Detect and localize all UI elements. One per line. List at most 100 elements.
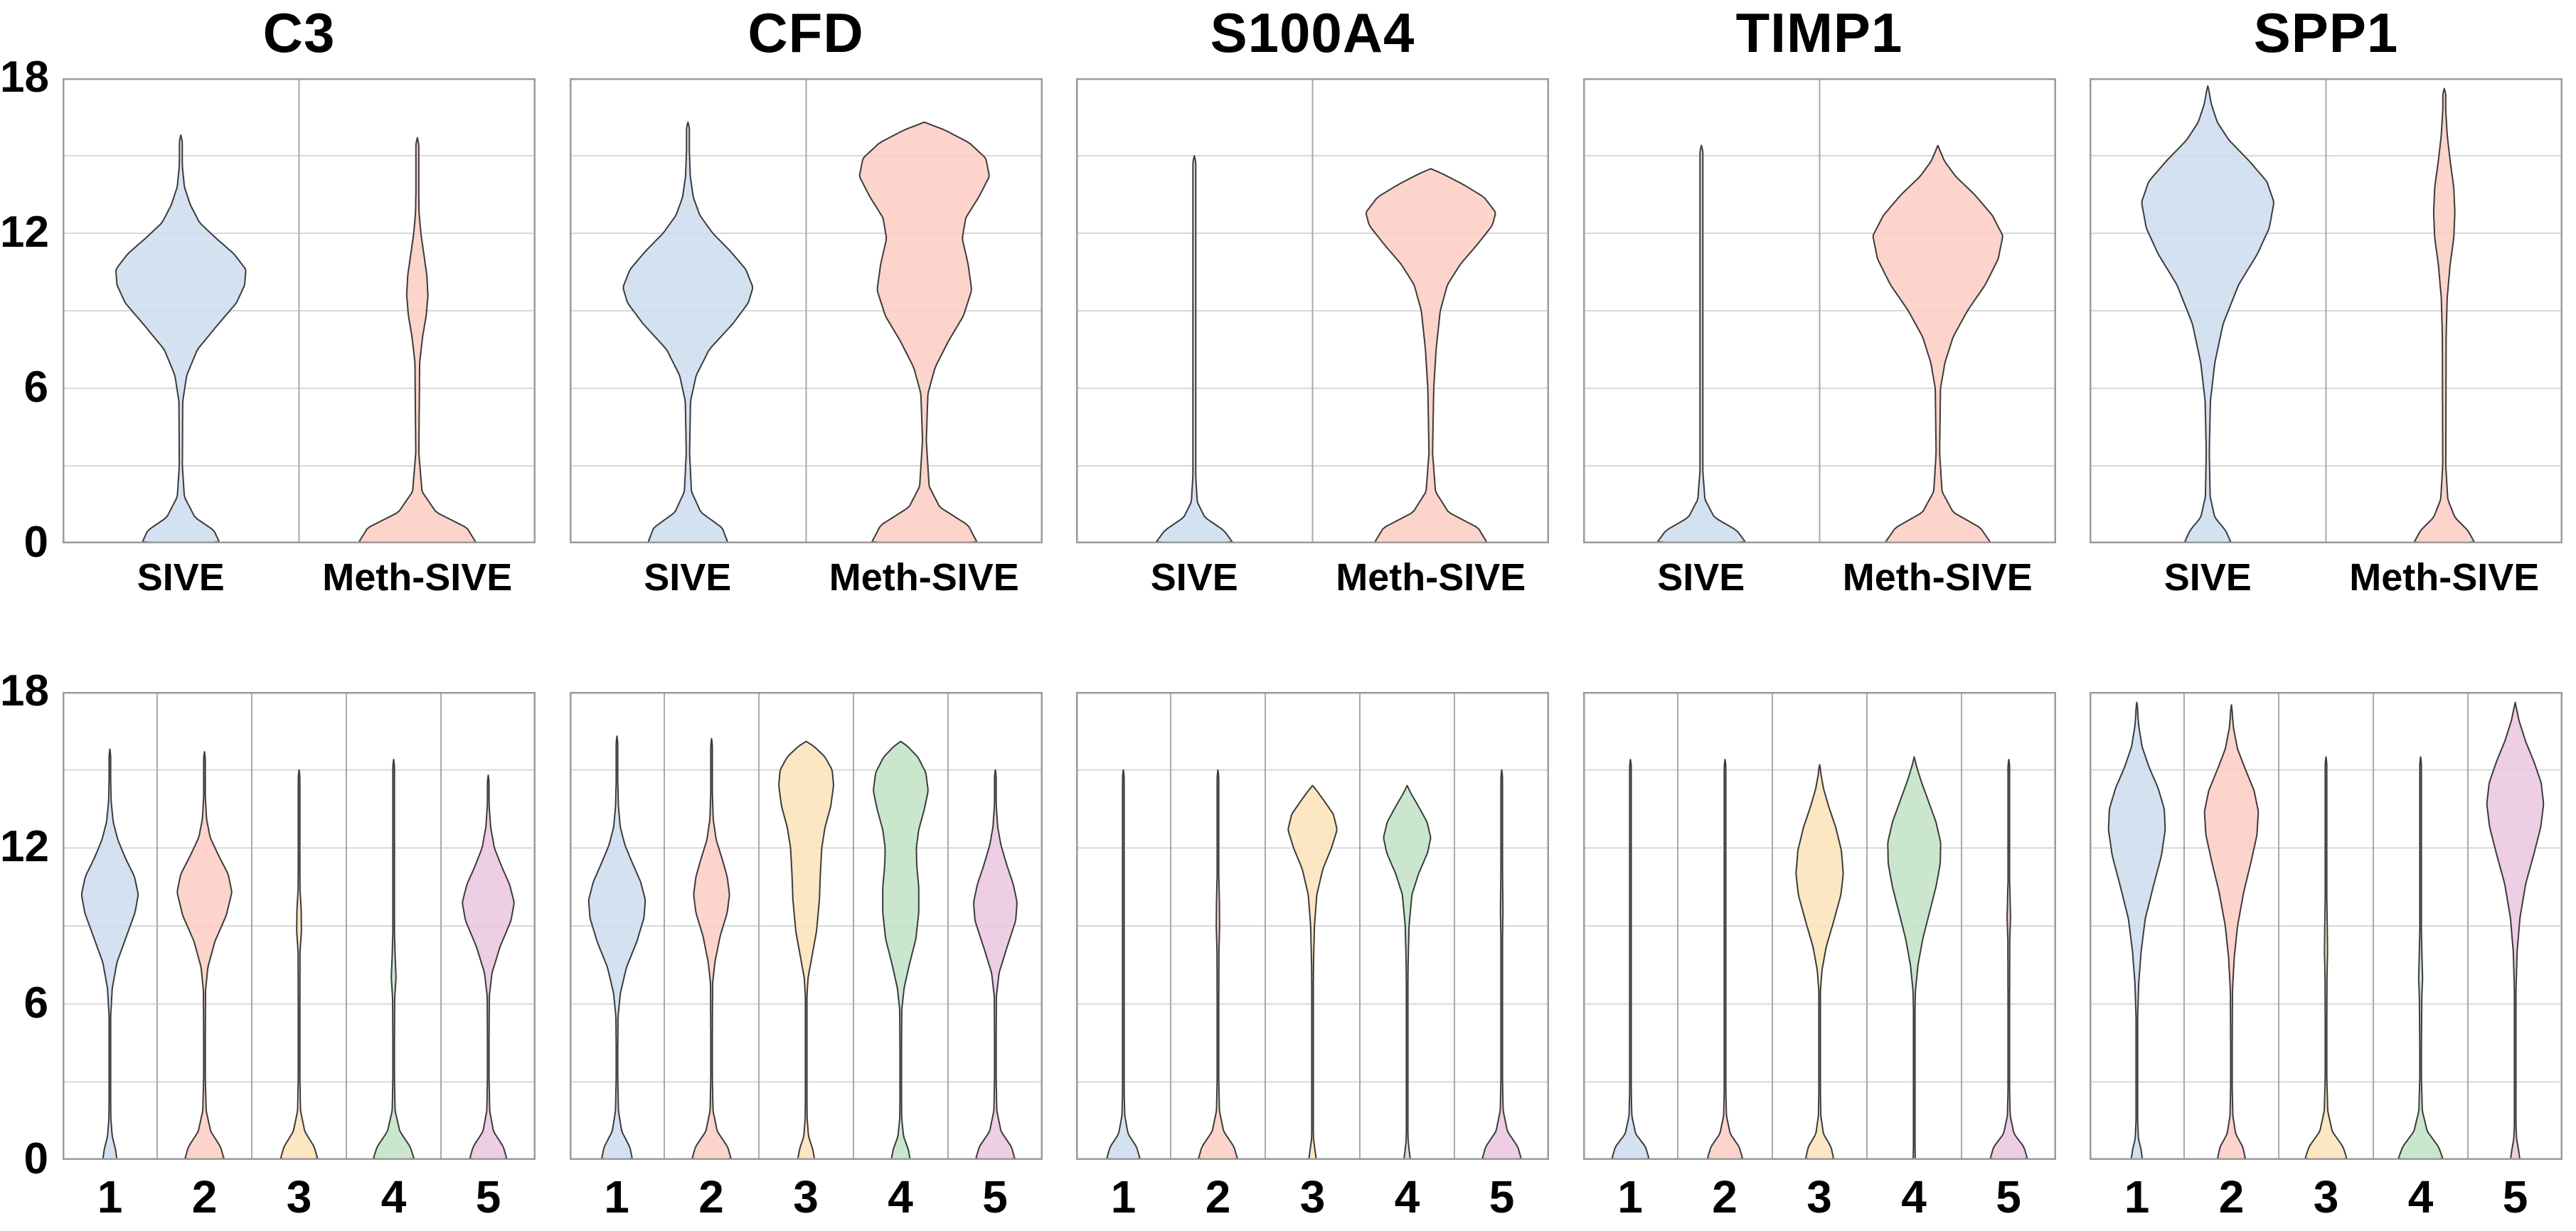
gene-title-spp1: SPP1 [2253, 1, 2399, 64]
x-label-sive: SIVE [1150, 556, 1238, 599]
x-label-cluster-3: 3 [1806, 1171, 1832, 1222]
panel-border [1582, 692, 2056, 1160]
x-label-cluster-2: 2 [191, 1171, 218, 1222]
x-label-cluster-2: 2 [2218, 1171, 2245, 1222]
violin-c3-3 [280, 769, 319, 1160]
panel-border [1076, 78, 1549, 543]
violin-cfd-3 [777, 740, 834, 1160]
panel-spp1-top [2090, 78, 2562, 543]
violin-s100a4-5 [1481, 769, 1522, 1160]
y-tick-6-bottom: 6 [23, 978, 48, 1028]
x-label-cluster-3: 3 [286, 1171, 312, 1222]
x-label-cluster-1: 1 [1110, 1171, 1137, 1222]
y-tick-0-top: 0 [23, 518, 48, 567]
violin-cfd-4 [872, 740, 929, 1160]
violin-spp1-5 [2486, 701, 2545, 1160]
violin-spp1-sive [2141, 85, 2274, 543]
violin-c3-meth-sive [358, 137, 477, 543]
gene-title-c3: C3 [262, 1, 336, 64]
x-label-cluster-5: 5 [1996, 1171, 2021, 1222]
x-label-cluster-3: 3 [2313, 1171, 2339, 1222]
violin-cfd-meth-sive [858, 121, 990, 543]
x-label-cluster-3: 3 [1299, 1171, 1326, 1222]
panel-border [569, 692, 1043, 1160]
x-label-cluster-1: 1 [604, 1171, 629, 1222]
x-label-cluster-5: 5 [2502, 1171, 2528, 1222]
y-tick-0-bottom: 0 [23, 1134, 48, 1183]
violin-spp1-2 [2203, 704, 2260, 1160]
violin-cfd-2 [691, 737, 732, 1160]
violin-timp1-1 [1611, 759, 1649, 1160]
gene-title-timp1: TIMP1 [1735, 1, 1903, 64]
x-label-sive: SIVE [644, 556, 732, 599]
violin-c3-sive [115, 134, 247, 543]
panel-c3-bottom [63, 692, 536, 1160]
violin-timp1-sive [1656, 144, 1746, 543]
y-tick-12-top: 12 [0, 208, 49, 257]
panel-border [2090, 78, 2562, 543]
x-label-cluster-2: 2 [1205, 1171, 1231, 1222]
x-label-meth-sive: Meth-SIVE [1336, 556, 1526, 599]
violin-s100a4-4 [1383, 784, 1432, 1160]
panel-s100a4-top [1076, 78, 1549, 543]
violin-c3-1 [81, 748, 139, 1160]
violin-s100a4-2 [1198, 769, 1238, 1160]
panel-timp1-bottom [1582, 692, 2056, 1160]
violin-timp1-5 [1989, 759, 2028, 1160]
violin-cfd-sive [622, 121, 753, 543]
violin-spp1-4 [2397, 756, 2444, 1160]
violin-s100a4-1 [1106, 769, 1141, 1160]
y-tick-18-top: 18 [0, 53, 49, 102]
panel-border [1582, 78, 2056, 543]
violin-s100a4-3 [1287, 784, 1338, 1160]
x-label-meth-sive: Meth-SIVE [829, 556, 1019, 599]
violin-s100a4-meth-sive [1365, 168, 1496, 543]
gene-title-s100a4: S100A4 [1210, 1, 1415, 64]
panel-cfd-top [569, 78, 1043, 543]
violin-cfd-5 [972, 769, 1018, 1160]
violin-timp1-3 [1794, 764, 1844, 1160]
x-label-meth-sive: Meth-SIVE [1842, 556, 2033, 599]
panel-s100a4-bottom [1076, 692, 1549, 1160]
x-label-cluster-4: 4 [1394, 1171, 1420, 1222]
x-label-cluster-5: 5 [475, 1171, 501, 1222]
y-tick-18-bottom: 18 [0, 666, 49, 715]
violin-c3-2 [176, 751, 233, 1160]
panel-border [1076, 692, 1549, 1160]
x-label-cluster-2: 2 [698, 1171, 724, 1222]
x-label-meth-sive: Meth-SIVE [2349, 556, 2540, 599]
x-label-cluster-5: 5 [1489, 1171, 1515, 1222]
y-tick-12-bottom: 12 [0, 822, 49, 872]
panel-cfd-bottom [569, 692, 1043, 1160]
x-label-sive: SIVE [137, 556, 225, 599]
x-label-cluster-3: 3 [793, 1171, 819, 1222]
violin-spp1-meth-sive [2413, 87, 2475, 543]
panel-spp1-bottom [2090, 692, 2562, 1160]
panel-border [63, 78, 536, 543]
x-label-cluster-4: 4 [888, 1171, 913, 1222]
violin-cfd-1 [587, 735, 646, 1160]
x-label-cluster-4: 4 [1901, 1171, 1927, 1222]
violin-spp1-3 [2304, 756, 2348, 1160]
violin-s100a4-sive [1156, 155, 1233, 543]
y-tick-6-top: 6 [23, 363, 48, 412]
panel-border [2090, 692, 2562, 1160]
x-label-cluster-5: 5 [982, 1171, 1008, 1222]
x-label-sive: SIVE [1657, 556, 1745, 599]
panel-border [569, 78, 1043, 543]
violin-c3-5 [462, 774, 515, 1160]
x-label-cluster-4: 4 [2407, 1171, 2434, 1222]
x-label-cluster-1: 1 [2124, 1171, 2150, 1222]
violin-spp1-1 [2107, 701, 2166, 1160]
x-label-meth-sive: Meth-SIVE [322, 556, 513, 599]
gene-title-cfd: CFD [747, 1, 864, 64]
violin-timp1-4 [1886, 756, 1942, 1160]
x-label-cluster-2: 2 [1712, 1171, 1737, 1222]
violin-timp1-meth-sive [1872, 144, 2003, 543]
panel-timp1-top [1582, 78, 2056, 543]
x-label-cluster-1: 1 [97, 1171, 123, 1222]
x-label-cluster-1: 1 [1617, 1171, 1643, 1222]
x-label-cluster-4: 4 [380, 1171, 407, 1222]
violin-c3-4 [373, 759, 415, 1160]
